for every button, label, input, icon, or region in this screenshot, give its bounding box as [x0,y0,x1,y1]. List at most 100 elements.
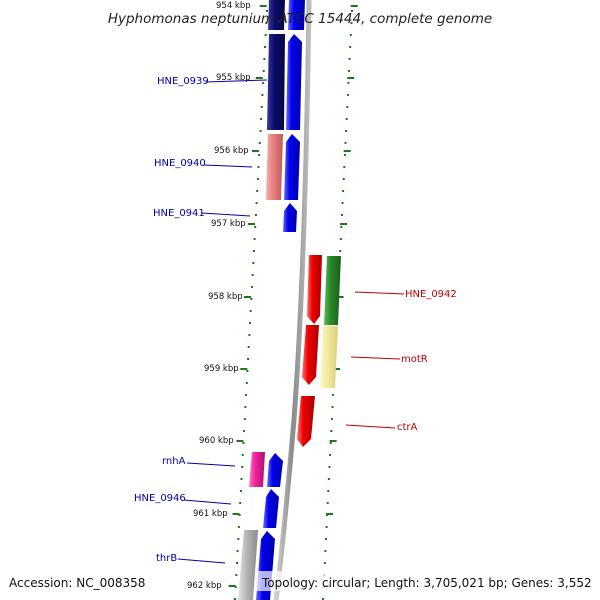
inner-guide-dot [237,526,240,528]
outer-guide-dot [329,442,332,444]
outer-guide-dot [325,538,327,540]
footer-summary: Topology: circular; Length: 3,705,021 bp… [261,576,592,590]
leader-ctrA [345,424,396,429]
inner-guide-dot [265,22,268,24]
inner-guide-dot [236,550,239,552]
feature-hne0941[interactable] [283,203,297,232]
inner-guide-dot [266,10,268,12]
outer-guide-dot [327,490,330,492]
tick-inner-5 [240,368,248,370]
footer-accession: Accession: NC_008358 [9,576,145,590]
outer-guide-dot [350,22,353,24]
feature-hne0940-salmon[interactable] [266,134,283,200]
feature-rnhA-fwd[interactable] [267,453,283,487]
tick-inner-2 [251,150,259,152]
tick-inner-3 [248,223,255,225]
outer-guide-dot [322,598,324,600]
feature-hne0942-red[interactable] [307,255,322,324]
leader-hne0939 [205,79,268,83]
feature-rnhA[interactable] [249,452,265,487]
tick-label-959: 959 kbp [204,364,239,374]
leader-hne0942 [354,291,405,295]
label-hne0939[interactable]: HNE_0939 [157,76,209,87]
label-rnhA[interactable]: rnhA [162,456,186,467]
inner-guide-dot [239,490,242,492]
inner-guide-dot [257,166,260,168]
feature-thrB-gray[interactable] [238,530,258,600]
label-hne0940[interactable]: HNE_0940 [154,158,206,169]
outer-guide-dot [349,46,352,48]
outer-guide-dot [332,394,335,396]
outer-guide-dot [324,550,327,552]
feature-hne0946[interactable] [263,489,279,528]
leader-hne0946 [183,499,232,505]
feature-hne0940[interactable] [284,134,300,200]
inner-guide-dot [249,310,252,312]
inner-guide-dot [242,442,245,444]
feature-navy-block[interactable] [267,34,285,130]
outer-guide-dot [328,466,331,468]
outer-guide-dot [346,106,349,108]
leader-thrB [177,558,226,564]
outer-guide-dot [326,502,329,504]
feature-hne0939-top[interactable] [268,0,285,30]
inner-guide-dot [263,58,266,60]
inner-guide-dot [246,370,249,372]
inner-guide-dot [239,502,242,504]
genome-backbone [273,0,312,600]
outer-guide-dot [344,142,347,144]
inner-guide-dot [243,418,246,420]
inner-guide-dot [241,454,244,456]
inner-guide-dot [264,34,267,36]
feature-motR-red[interactable] [302,325,319,385]
inner-guide-dot [256,178,259,180]
inner-guide-dot [237,538,240,540]
inner-guide-dot [240,478,243,480]
outer-guide-dot [348,70,350,72]
inner-guide-dot [244,406,247,408]
outer-guide-dot [323,562,326,564]
label-motR[interactable]: motR [401,354,428,365]
label-hne0941[interactable]: HNE_0941 [153,208,205,219]
inner-guide-dot [262,70,265,72]
tick-inner-0 [259,5,267,7]
outer-guide-dot [325,526,328,528]
inner-guide-dot [248,334,251,336]
tick-outer-4 [336,296,344,298]
tick-labels: 954 kbp 955 kbp 956 kbp 957 kbp 958 kbp … [187,1,251,591]
tick-label-957: 957 kbp [211,219,246,229]
tick-inner-1 [255,77,263,79]
inner-guide-dot [238,514,241,516]
label-hne0946[interactable]: HNE_0946 [134,493,186,504]
inner-guide-dot [247,346,250,348]
feature-hne0939[interactable] [286,34,302,130]
leader-hne0941 [201,212,251,217]
tick-label-955: 955 kbp [216,73,251,83]
label-thrB[interactable]: thrB [156,553,177,564]
leader-motR [350,356,401,360]
tick-outer-7 [326,513,334,515]
outer-guide-dot [342,178,345,180]
inner-guide-dot [254,226,257,228]
feature-hne0939-top-fwd[interactable] [288,0,305,30]
feature-ctrA[interactable] [297,396,315,447]
tick-inner-4 [244,296,252,298]
label-hne0942[interactable]: HNE_0942 [405,289,457,300]
tick-outer-3 [340,223,348,225]
outer-guide-dot [330,418,333,420]
outer-guide-dot [341,202,344,204]
inner-guide-dot [249,322,251,324]
inner-guide-dot [258,154,261,156]
inner-guide-dot [260,106,263,108]
outer-guide-dot [343,166,346,168]
inner-guide-dot [256,190,259,192]
label-ctrA[interactable]: ctrA [397,422,418,433]
feature-hne0942[interactable] [324,256,341,325]
genome-title: Hyphomonas neptunium ATCC 15444, complet… [108,11,492,27]
feature-motR[interactable] [320,326,338,388]
tick-label-961: 961 kbp [193,509,228,519]
inner-guide-dot [259,130,262,132]
tick-label-958: 958 kbp [208,292,243,302]
inner-guide-dot [251,274,254,276]
